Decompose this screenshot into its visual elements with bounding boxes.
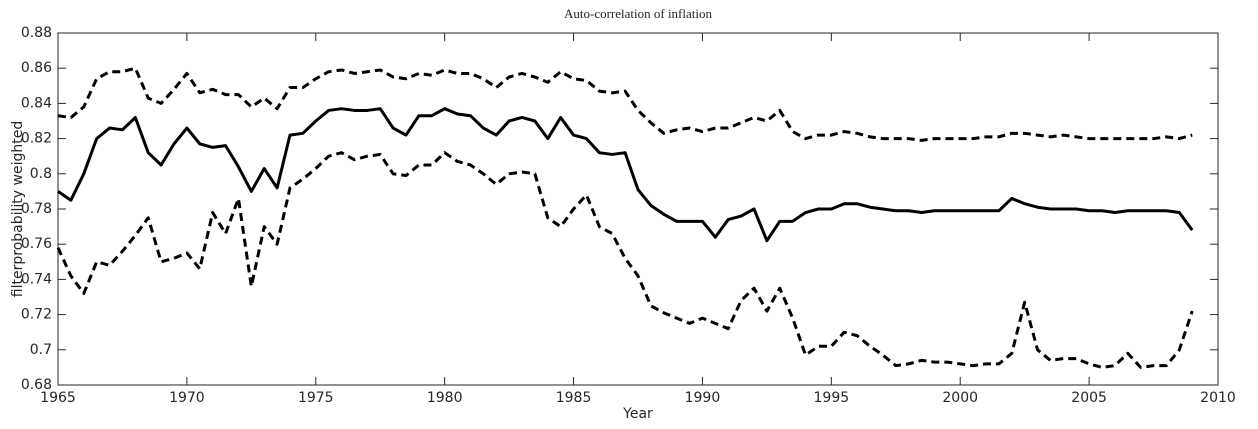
series-line bbox=[57, 66, 1193, 142]
x-tick-label: 2005 bbox=[1071, 390, 1107, 406]
x-tick-label: 1990 bbox=[685, 390, 721, 406]
x-tick-label: 2000 bbox=[942, 390, 978, 406]
x-tick-label: 1970 bbox=[169, 390, 205, 406]
y-tick-label: 0.84 bbox=[21, 95, 52, 111]
y-axis-label: filterprobability weighted bbox=[10, 121, 26, 297]
x-tick-label: 1985 bbox=[556, 390, 592, 406]
series-line bbox=[56, 151, 1194, 369]
y-tick-label: 0.82 bbox=[21, 131, 52, 147]
y-tick-label: 0.68 bbox=[21, 377, 52, 393]
y-tick-label: 0.78 bbox=[21, 201, 52, 217]
y-tick-label: 0.72 bbox=[21, 307, 52, 323]
y-tick-label: 0.86 bbox=[21, 60, 52, 76]
y-tick-label: 0.76 bbox=[21, 236, 52, 252]
x-tick-label: 1965 bbox=[40, 390, 76, 406]
x-tick-label: 2010 bbox=[1200, 390, 1236, 406]
y-tick-label: 0.7 bbox=[30, 342, 52, 358]
x-tick-label: 1980 bbox=[427, 390, 463, 406]
y-tick-label: 0.8 bbox=[30, 166, 52, 182]
series-line bbox=[57, 107, 1194, 243]
x-tick-label: 1995 bbox=[814, 390, 850, 406]
chart-title: Auto-correlation of inflation bbox=[564, 6, 713, 21]
x-tick-label: 1975 bbox=[298, 390, 334, 406]
y-tick-label: 0.88 bbox=[21, 25, 52, 41]
x-axis-label: Year bbox=[622, 406, 653, 422]
y-tick-label: 0.74 bbox=[21, 271, 52, 287]
